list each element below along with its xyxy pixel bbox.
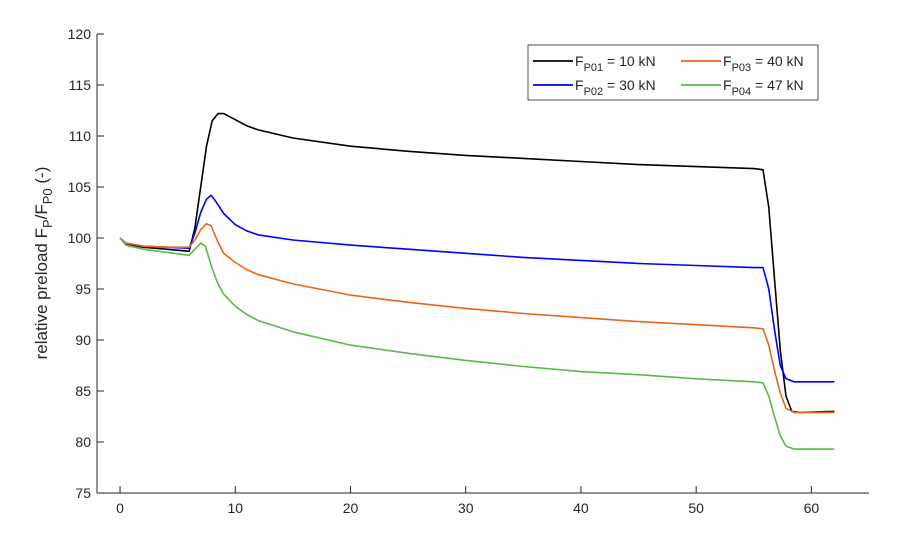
y-tick-label: 115 bbox=[69, 77, 92, 93]
y-label-slash: /F bbox=[32, 204, 51, 219]
x-tick-label: 40 bbox=[573, 500, 589, 516]
y-label-tail: (-) bbox=[32, 167, 51, 189]
legend-box bbox=[527, 44, 819, 101]
legend: FP01 = 10 kN FP03 = 40 kN FP02 = 30 kN FP04… bbox=[527, 44, 819, 101]
x-tick-label: 60 bbox=[804, 500, 820, 516]
y-tick-label: 85 bbox=[75, 383, 91, 399]
x-tick-label: 10 bbox=[227, 500, 243, 516]
series-line-p03 bbox=[119, 222, 835, 414]
y-tick-label: 80 bbox=[75, 434, 91, 450]
y-tick-label: 105 bbox=[68, 179, 92, 195]
legend-label: FP03 = 40 kN bbox=[723, 53, 804, 74]
x-tick-label: 30 bbox=[458, 500, 474, 516]
plot-lines bbox=[119, 112, 835, 450]
series-line-p02 bbox=[119, 194, 835, 383]
y-tick-label: 110 bbox=[69, 128, 92, 144]
axis-ticks: 0 10 20 30 40 50 60 75 80 85 90 95 100 105 110 115 120 bbox=[68, 26, 820, 516]
y-axis-label: relative preload FP/FP0 (-) bbox=[32, 167, 55, 360]
x-tick-label: 20 bbox=[343, 500, 359, 516]
y-tick-label: 95 bbox=[75, 281, 91, 297]
x-tick-label: 0 bbox=[116, 500, 124, 516]
series-line-p04 bbox=[119, 237, 835, 450]
y-tick-label: 100 bbox=[68, 230, 92, 246]
y-tick-label: 75 bbox=[75, 485, 91, 501]
legend-label: FP01 = 10 kN bbox=[575, 53, 656, 74]
x-tick-label: 50 bbox=[688, 500, 704, 516]
y-label-main: relative preload F bbox=[32, 228, 51, 359]
y-tick-label: 120 bbox=[68, 26, 92, 42]
y-tick-label: 90 bbox=[75, 332, 91, 348]
legend-label: FP04 = 47 kN bbox=[723, 77, 804, 98]
y-label-sub2: P0 bbox=[40, 188, 55, 204]
y-label-sub1: P bbox=[40, 219, 55, 228]
legend-label: FP02 = 30 kN bbox=[575, 77, 656, 98]
series-line-p01 bbox=[119, 112, 835, 414]
